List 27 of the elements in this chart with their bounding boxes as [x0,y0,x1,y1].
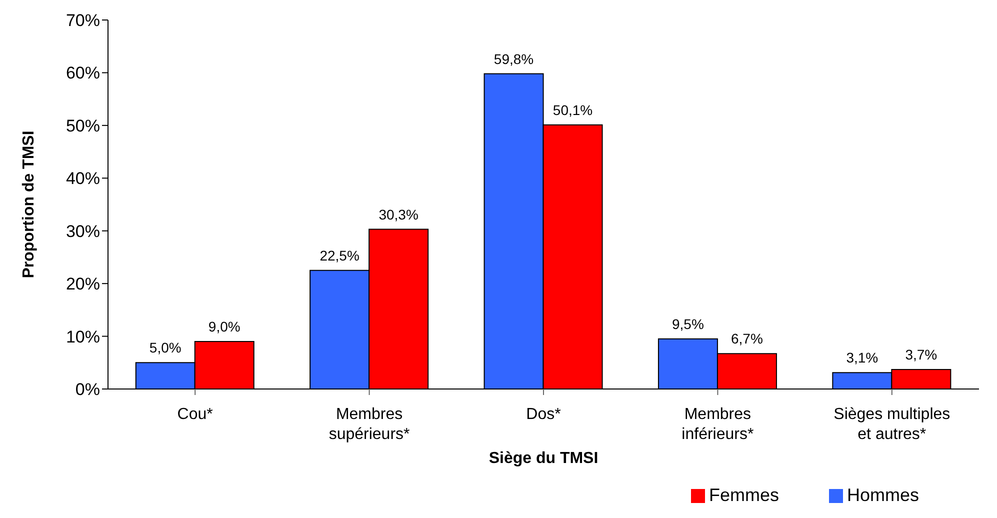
y-tick-label: 30% [66,222,100,241]
legend-label: Femmes [708,485,779,505]
legend-label: Hommes [846,485,919,505]
data-label: 3,1% [846,350,878,366]
y-tick-label: 60% [66,64,100,83]
data-label: 9,5% [672,316,704,332]
data-label: 5,0% [149,340,182,356]
y-tick-label: 50% [66,116,100,136]
y-tick-label: 0% [75,380,100,400]
y-axis-title: Proportion de TMSI [20,130,38,278]
data-label: 30,3% [378,206,418,222]
data-label: 59,8% [494,50,534,67]
y-tick-label: 40% [66,169,100,188]
x-tick-label: Membres inférieurs* [682,406,754,443]
x-axis-title: Siège du TMSI [488,450,598,467]
y-tick-label: 10% [66,327,100,346]
y-tick-label: 20% [66,274,100,294]
data-label: 9,0% [208,318,240,335]
y-tick-label: 70% [66,11,100,30]
x-tick-label: Cou* [177,406,213,423]
data-label: 6,7% [731,330,763,347]
data-label: 3,7% [905,346,938,362]
data-label: 22,5% [320,247,360,264]
x-tick-label: Membres supérieurs* [328,406,410,443]
x-tick-label: Dos* [526,406,561,423]
data-label: 50,1% [552,102,593,118]
x-tick-label: Sièges multiples et autres* [834,406,950,443]
